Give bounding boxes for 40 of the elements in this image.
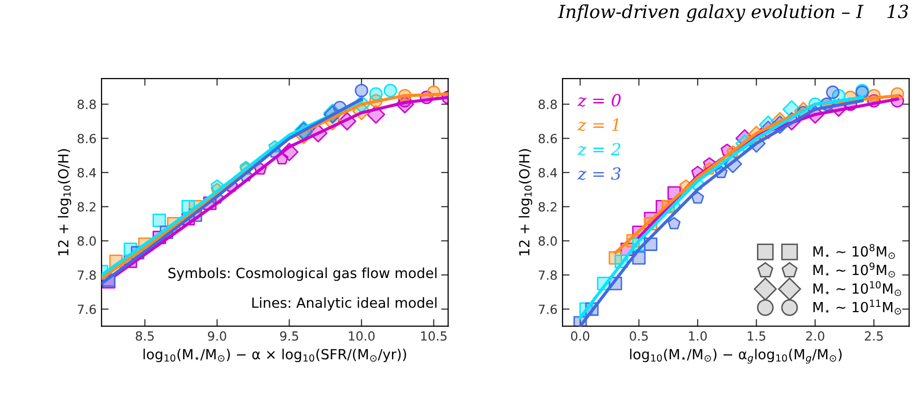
- y-tick-label: 8.6: [78, 134, 96, 144]
- x-tick-label: 1.5: [748, 331, 766, 341]
- text: log$_{10}$(M$_{⋆}$/M$_{⊙}$) − α$_{g}$log$_{10}$(M$_{g}$/M$_{⊙}$): [630, 348, 842, 364]
- x-tick-label: 9.0: [208, 331, 226, 341]
- annotation: M$_{⋆}$ ∼ 10$^{8}$M$_{⊙}$: [813, 244, 895, 259]
- x-tick-label: 8.5: [136, 331, 154, 341]
- x-tick-label: 9.5: [280, 331, 298, 341]
- annotation: M$_{⋆}$ ∼ 10$^{11}$M$_{⊙}$: [813, 300, 902, 315]
- y-axis-title: 12 + log$_{10}$(O/H): [58, 149, 72, 256]
- y-tick-label: 8.2: [538, 202, 556, 212]
- x-tick-label: 0.0: [571, 331, 590, 341]
- y-tick-label: 8.4: [78, 168, 96, 178]
- y-tick-label: 8.2: [78, 202, 96, 212]
- text: z = 1: [577, 118, 618, 132]
- x-tick-label: 0.5: [630, 331, 648, 341]
- text: z = 0: [577, 94, 621, 107]
- text: z = 3: [577, 167, 620, 180]
- y-tick-label: 8.0: [78, 236, 96, 246]
- x-tick-label: 1.0: [689, 331, 707, 341]
- annotation: Symbols: Cosmological gas flow model: [168, 267, 436, 281]
- y-tick-label: 7.8: [538, 270, 557, 280]
- text: z = 2: [577, 142, 620, 156]
- annotation: M$_{⋆}$ ∼ 10$^{10}$M$_{⊙}$: [813, 281, 902, 296]
- y-tick-label: 7.6: [78, 304, 96, 314]
- x-tick-label: 2.0: [806, 331, 824, 341]
- text: log$_{10}$(M$_{⋆}$/M$_{⊙}$) − α × log$_{10}$(SFR/(M$_{⊙}$/yr)): [144, 348, 406, 362]
- y-tick-label: 7.6: [538, 304, 557, 314]
- x-tick-label: 2.5: [864, 331, 883, 341]
- y-tick-label: 8.8: [538, 100, 557, 110]
- annotation: M$_{⋆}$ ∼ 10$^{9}$M$_{⊙}$: [813, 262, 895, 278]
- y-axis-title: 12 + log$_{10}$(O/H): [518, 149, 532, 256]
- x-tick-label: 10.0: [348, 331, 375, 341]
- y-tick-label: 7.8: [78, 270, 96, 280]
- y-tick-label: 8.8: [78, 100, 96, 110]
- annotation: Lines: Analytic ideal model: [252, 297, 436, 311]
- x-tick-label: 10.5: [421, 331, 447, 341]
- y-tick-label: 8.6: [538, 134, 557, 144]
- text: Inflow-driven galaxy evolution – I 13: [558, 4, 908, 22]
- y-tick-label: 8.4: [538, 168, 557, 178]
- y-tick-label: 8.0: [538, 236, 557, 246]
